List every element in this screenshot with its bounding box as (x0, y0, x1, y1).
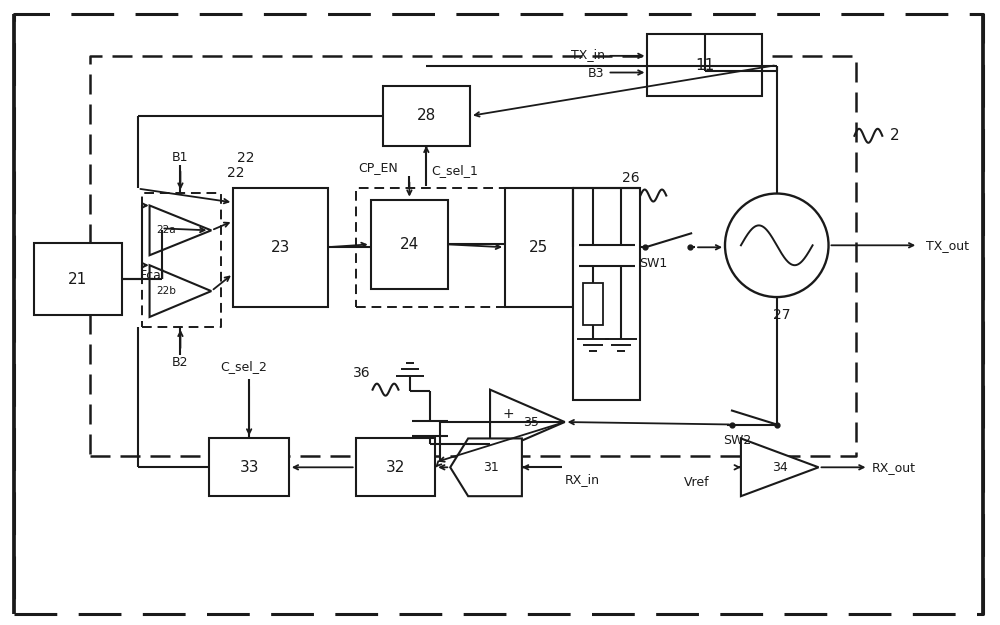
Bar (233, 188, 328, 307)
Bar (647, 34, 762, 96)
Polygon shape (150, 265, 211, 317)
Text: 22b: 22b (157, 286, 176, 296)
Text: C_sel_1: C_sel_1 (431, 164, 478, 177)
Text: B2: B2 (172, 356, 189, 369)
Text: 33: 33 (239, 460, 259, 475)
Text: 23: 23 (271, 240, 290, 255)
Text: 22a: 22a (157, 226, 176, 236)
Bar (356, 439, 435, 496)
Polygon shape (450, 439, 522, 496)
Text: 32: 32 (386, 460, 405, 475)
Text: 31: 31 (483, 461, 499, 474)
Bar (371, 199, 448, 289)
Text: B1: B1 (172, 151, 189, 164)
Text: +: + (502, 408, 514, 421)
Bar (383, 86, 470, 146)
Text: 27: 27 (773, 308, 790, 322)
Text: SW1: SW1 (639, 257, 667, 270)
Bar (583, 283, 603, 326)
Text: 11: 11 (695, 58, 714, 72)
Text: 36: 36 (353, 366, 371, 380)
Text: 24: 24 (400, 237, 419, 252)
Polygon shape (490, 389, 565, 454)
Polygon shape (741, 439, 819, 496)
Text: 21: 21 (68, 272, 88, 287)
Text: 2: 2 (890, 128, 900, 143)
Text: 25: 25 (529, 240, 548, 255)
Text: RX_out: RX_out (871, 461, 915, 474)
Text: TX_out: TX_out (926, 239, 969, 252)
Bar (34, 243, 122, 315)
Text: RX_in: RX_in (565, 472, 600, 486)
Bar (505, 188, 573, 307)
Text: B3: B3 (588, 68, 605, 80)
Text: 34: 34 (772, 461, 788, 474)
Text: 26: 26 (622, 171, 639, 184)
Text: SW2: SW2 (723, 434, 751, 447)
Bar (573, 188, 640, 399)
Text: 22: 22 (237, 151, 255, 165)
Bar (209, 439, 289, 496)
Text: 28: 28 (417, 108, 436, 123)
Text: Vref: Vref (683, 476, 709, 489)
Text: CP_EN: CP_EN (359, 161, 398, 174)
Text: 22: 22 (227, 166, 245, 179)
Text: TX_in: TX_in (571, 48, 605, 61)
Text: C_sel_2: C_sel_2 (221, 360, 268, 373)
Text: 35: 35 (523, 416, 539, 429)
Polygon shape (150, 206, 211, 255)
Text: Fcal: Fcal (140, 269, 165, 282)
